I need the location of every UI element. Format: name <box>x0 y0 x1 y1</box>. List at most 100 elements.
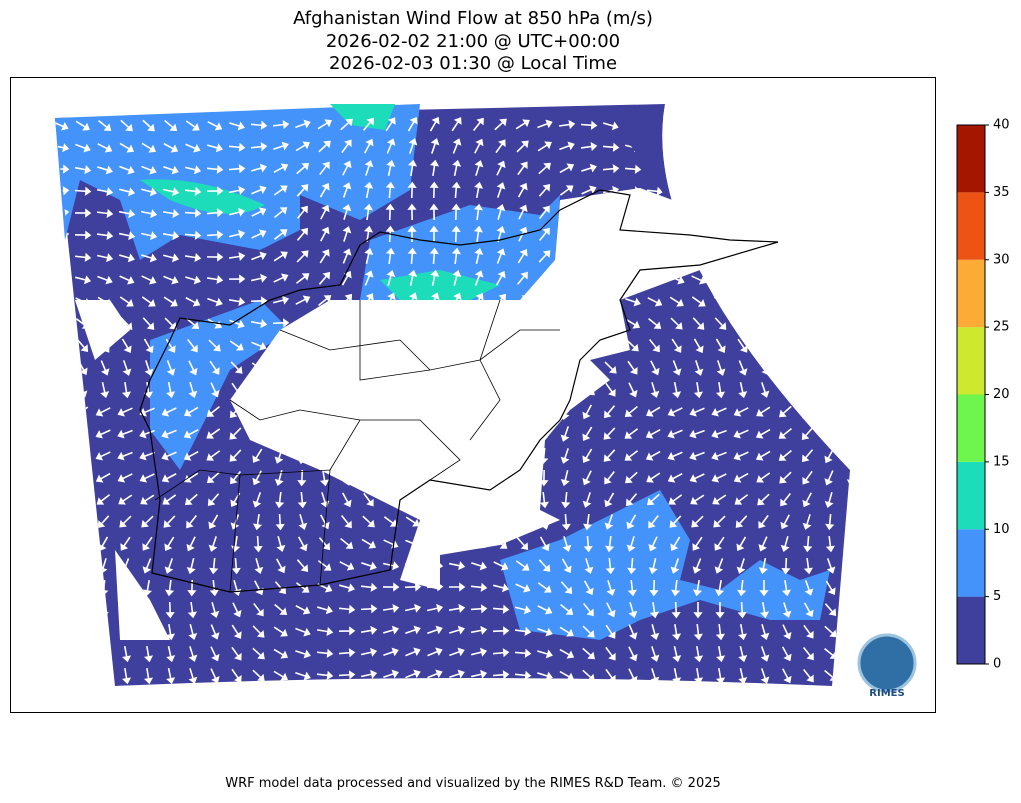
wind-arrow <box>559 251 574 262</box>
wind-arrow <box>185 143 201 153</box>
wind-arrow <box>803 557 813 575</box>
wind-arrow <box>711 473 727 483</box>
wind-arrow <box>559 670 575 681</box>
wind-arrow <box>230 471 242 485</box>
wind-arrow <box>558 119 576 130</box>
wind-arrow <box>361 561 377 571</box>
wind-arrow <box>472 117 484 131</box>
wind-arrow <box>273 363 289 373</box>
colorbar-band <box>957 259 985 328</box>
wind-arrow <box>254 580 264 596</box>
wind-arrow <box>183 429 199 439</box>
colorbar-band <box>957 125 985 193</box>
wind-arrow <box>626 536 636 552</box>
wind-arrow <box>449 625 465 635</box>
wind-arrow <box>295 317 312 327</box>
wind-arrow <box>338 648 356 658</box>
wind-arrow <box>690 494 705 505</box>
wind-arrow <box>803 624 814 639</box>
wind-arrow <box>560 448 570 464</box>
wind-arrow <box>802 514 812 530</box>
wind-arrow <box>624 450 639 461</box>
wind-arrow <box>75 493 88 506</box>
wind-arrow <box>759 579 769 597</box>
wind-arrow <box>407 247 417 265</box>
wind-arrow <box>429 203 439 221</box>
wind-arrow <box>119 253 135 263</box>
colorbar-band <box>957 529 985 597</box>
wind-arrow <box>471 538 487 549</box>
wind-arrow <box>450 339 464 351</box>
wind-arrow <box>824 603 837 617</box>
wind-arrow <box>360 625 378 635</box>
wind-arrow <box>273 251 288 262</box>
wind-arrow <box>295 671 311 681</box>
wind-arrow <box>559 626 574 637</box>
wind-arrow <box>492 648 510 658</box>
wind-arrow <box>404 603 422 613</box>
wind-arrow <box>383 516 398 527</box>
wind-arrow <box>206 428 221 439</box>
wind-arrow <box>782 624 792 640</box>
wind-arrow <box>537 295 553 306</box>
wind-arrow <box>273 384 288 395</box>
wind-arrow <box>650 624 660 641</box>
wind-arrow <box>272 341 290 351</box>
wind-arrow <box>711 451 727 461</box>
wind-arrow <box>538 162 551 175</box>
wind-arrow <box>624 164 642 174</box>
wind-arrow <box>360 647 378 657</box>
wind-arrow <box>604 492 615 508</box>
title-line: 2026-02-02 21:00 @ UTC+00:00 <box>326 31 620 52</box>
wind-arrow <box>295 605 311 615</box>
wind-arrow <box>448 561 466 571</box>
wind-arrow <box>229 121 245 131</box>
wind-arrow <box>364 247 374 264</box>
wind-arrow <box>120 317 133 330</box>
wind-arrow <box>341 270 352 286</box>
wind-arrow <box>210 646 220 662</box>
wind-arrow <box>161 429 177 439</box>
logo-badge <box>857 633 917 693</box>
wind-arrow <box>803 668 814 683</box>
wind-arrow <box>74 186 92 196</box>
wind-arrow <box>474 160 484 176</box>
wind-arrow <box>142 558 152 574</box>
wind-arrow <box>229 229 246 239</box>
wind-arrow <box>206 274 224 285</box>
wind-arrow <box>781 646 792 662</box>
wind-arrow <box>55 382 66 398</box>
wind-arrow <box>97 296 112 307</box>
wind-arrow <box>364 138 374 154</box>
wind-arrow <box>163 142 179 153</box>
wind-arrow <box>163 515 176 528</box>
wind-arrow <box>297 491 307 509</box>
wind-arrow <box>273 141 289 151</box>
wind-arrow <box>537 317 553 327</box>
wind-arrow <box>737 601 747 619</box>
wind-arrow <box>496 448 506 464</box>
wind-arrow <box>492 670 510 680</box>
wind-arrow <box>448 582 466 592</box>
wind-arrow <box>451 181 461 199</box>
wind-arrow <box>296 227 308 241</box>
wind-arrow <box>715 623 725 641</box>
wind-arrow <box>845 626 861 637</box>
wind-arrow <box>559 163 575 174</box>
wind-arrow <box>384 339 398 351</box>
wind-arrow <box>559 648 575 659</box>
wind-arrow <box>539 469 549 487</box>
wind-arrow <box>206 208 224 218</box>
wind-arrow <box>870 514 880 530</box>
wind-arrow <box>802 492 812 508</box>
wind-arrow <box>362 515 375 528</box>
wind-arrow <box>385 203 395 221</box>
wind-arrow <box>161 407 177 417</box>
wind-arrow <box>691 515 704 528</box>
wind-arrow <box>382 603 400 614</box>
wind-arrow <box>407 315 418 330</box>
wind-arrow <box>646 472 661 483</box>
wind-arrow <box>560 470 570 487</box>
wind-arrow <box>340 118 353 131</box>
wind-arrow <box>185 275 201 285</box>
